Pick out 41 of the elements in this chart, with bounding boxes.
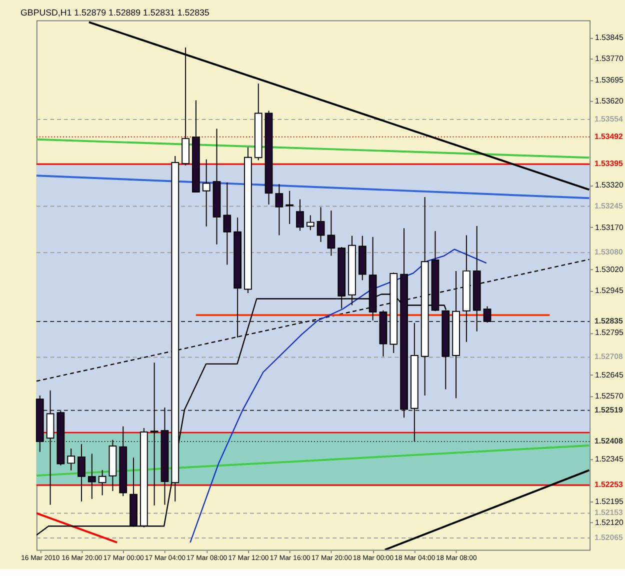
ref-line-label: 1.52253 (594, 480, 624, 490)
ref-line-label: 1.52065 (594, 532, 624, 542)
candlestick (150, 362, 158, 506)
y-tick-label: 1.53020 (594, 264, 624, 274)
candlestick (306, 214, 314, 231)
y-tick-label: 1.53320 (594, 180, 624, 190)
candlestick (78, 444, 86, 502)
y-tick-label: 1.53770 (594, 54, 624, 64)
y-tick-label: 1.53620 (594, 96, 624, 106)
candlestick (327, 210, 336, 256)
candlestick (202, 158, 210, 228)
candlestick (67, 448, 76, 471)
ref-line-label: 1.52519 (594, 405, 624, 414)
candlestick (223, 182, 232, 266)
y-tick-label: 1.52795 (594, 328, 624, 338)
ref-line-label: 1.53492 (594, 132, 624, 141)
ref-line-label: 1.53245 (594, 201, 624, 210)
ref-line-label: 1.52153 (594, 508, 624, 518)
ref-line-label: 1.52835 (594, 316, 624, 326)
ref-line-label: 1.52708 (594, 352, 624, 362)
ref-line-label: 1.53395 (594, 159, 624, 168)
ref-line-label: 1.52408 (594, 436, 624, 446)
chart-title: GBPUSD,H1 1.52879 1.52889 1.52831 1.52835 (20, 7, 210, 18)
candlestick (316, 206, 325, 242)
candlestick (88, 453, 96, 500)
line-series (190, 248, 487, 544)
y-tick-label: 1.52195 (594, 496, 624, 506)
y-tick-label: 1.53845 (594, 33, 624, 42)
candlestick (275, 184, 284, 236)
y-tick-label: 1.53695 (594, 75, 624, 84)
ref-line-label: 1.53080 (594, 248, 624, 257)
ref-line-label: 1.53554 (594, 114, 624, 124)
candlestick (296, 198, 304, 232)
candlestick (483, 306, 492, 324)
y-tick-label: 1.53170 (594, 222, 624, 232)
y-tick-label: 1.52120 (594, 518, 624, 527)
y-tick-label: 1.52945 (594, 286, 624, 296)
y-tick-label: 1.52345 (594, 454, 624, 464)
y-tick-label: 1.52570 (594, 391, 624, 400)
y-tick-label: 1.52645 (594, 370, 624, 380)
candlestick (98, 469, 106, 496)
